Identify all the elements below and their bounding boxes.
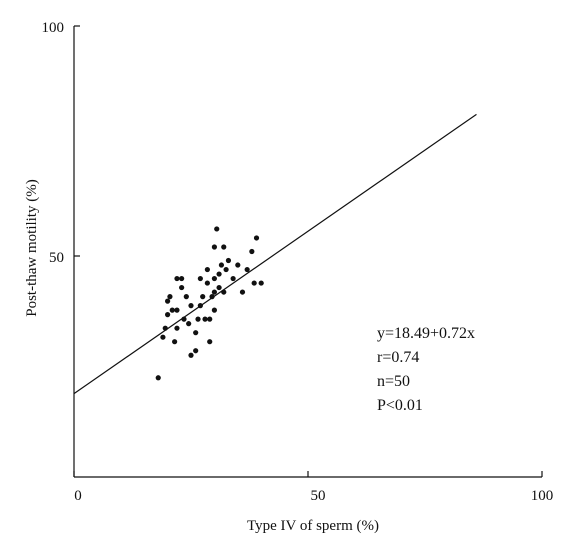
data-point <box>202 316 208 322</box>
data-point <box>221 244 227 250</box>
regression-line <box>73 113 477 395</box>
data-point <box>174 325 180 331</box>
data-point <box>162 325 168 331</box>
data-point <box>197 303 203 309</box>
data-point <box>174 307 180 313</box>
data-point <box>193 348 199 354</box>
data-point <box>244 266 250 273</box>
data-point <box>211 307 217 313</box>
data-point <box>197 275 203 282</box>
data-point <box>211 289 217 295</box>
data-point <box>214 226 220 232</box>
data-point <box>239 289 246 295</box>
data-point <box>188 303 194 309</box>
x-tick-label-100: 100 <box>531 488 554 504</box>
data-point <box>216 284 222 291</box>
data-point <box>160 334 166 340</box>
data-points <box>155 226 264 381</box>
sample-size: n=50 <box>377 373 410 390</box>
data-point <box>172 339 178 345</box>
data-point <box>207 316 213 322</box>
data-point <box>179 284 185 291</box>
data-point <box>186 321 192 327</box>
data-point <box>211 275 217 282</box>
data-point <box>253 235 260 241</box>
data-point <box>183 294 189 300</box>
data-point <box>165 312 171 318</box>
data-point <box>200 294 206 300</box>
data-point <box>174 275 180 282</box>
data-point <box>193 330 199 336</box>
x-tick-label-50: 50 <box>311 488 326 504</box>
y-tick-label-100: 100 <box>42 20 65 36</box>
data-point <box>207 339 213 345</box>
data-point <box>218 262 225 268</box>
data-point <box>155 375 161 381</box>
data-point <box>216 271 222 277</box>
data-point <box>230 275 236 282</box>
data-point <box>221 289 227 295</box>
data-point <box>169 307 175 313</box>
plot-axes <box>73 25 543 478</box>
data-point <box>211 244 217 250</box>
data-point <box>251 280 257 286</box>
p-value: P<0.01 <box>377 397 423 414</box>
data-point <box>204 280 210 286</box>
y-tick-label-50: 50 <box>49 250 64 266</box>
x-tick-label-0: 0 <box>74 488 82 504</box>
data-point <box>167 294 173 300</box>
data-point <box>225 257 232 264</box>
data-point <box>165 298 171 304</box>
data-point <box>195 316 201 322</box>
data-point <box>249 248 255 255</box>
correlation-coefficient: r=0.74 <box>377 349 419 366</box>
data-point <box>258 280 264 286</box>
data-point <box>223 266 229 273</box>
data-point <box>188 352 194 358</box>
regression-equation: y=18.49+0.72x <box>377 325 475 342</box>
data-point <box>235 262 241 268</box>
data-point <box>209 294 215 300</box>
y-axis-label: Post-thaw motility (%) <box>24 179 40 317</box>
data-point <box>179 275 185 282</box>
data-point <box>181 316 187 322</box>
data-point <box>204 266 210 273</box>
x-axis-label: Type IV of sperm (%) <box>247 518 379 534</box>
